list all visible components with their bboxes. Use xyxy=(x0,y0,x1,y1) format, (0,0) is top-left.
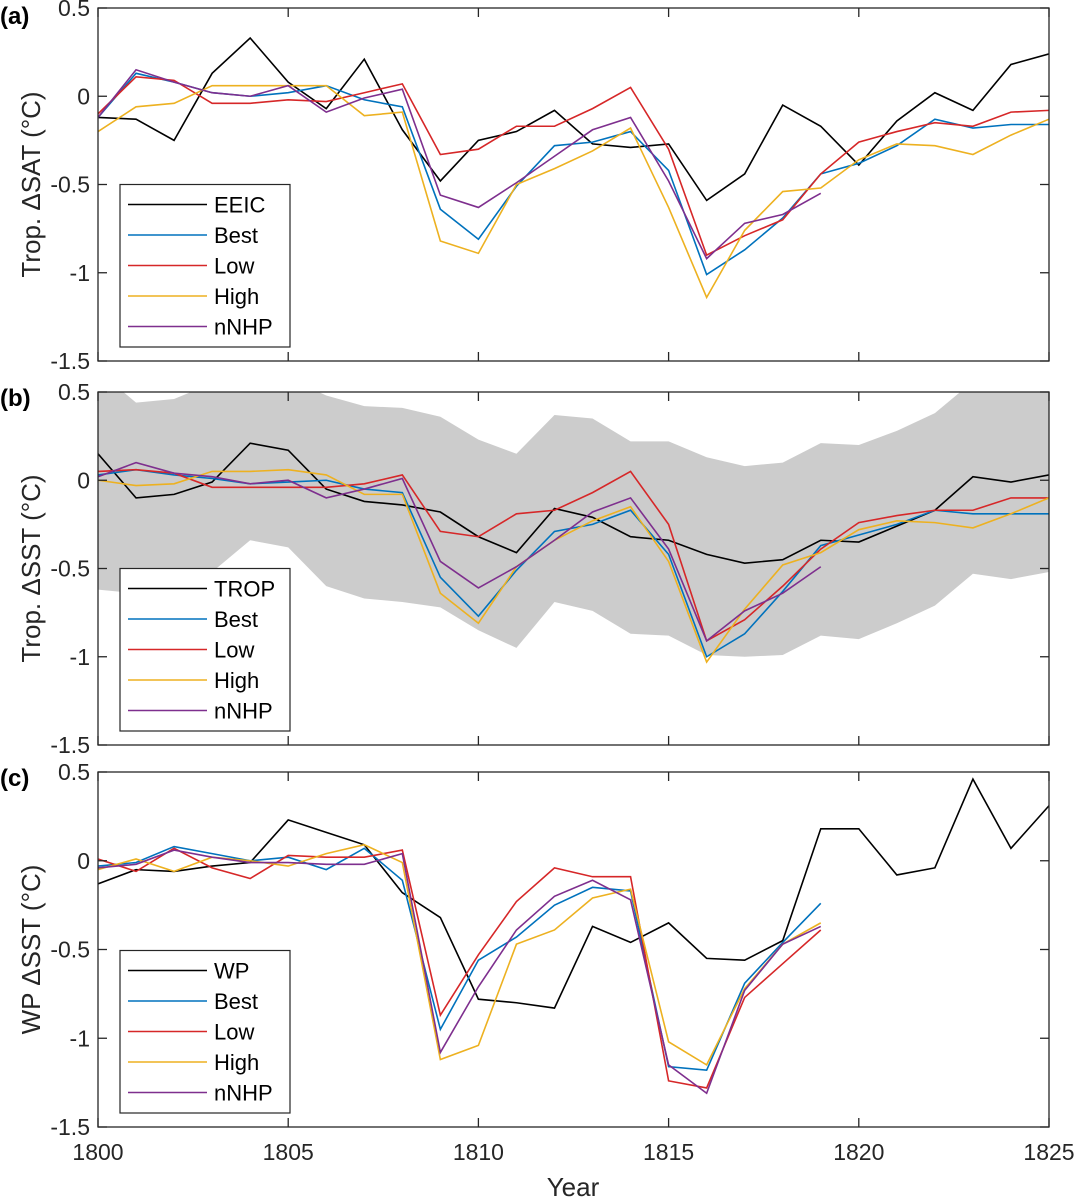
y-tick-label: -0.5 xyxy=(50,556,90,582)
series-line-high xyxy=(98,84,1049,300)
legend-label: WP xyxy=(214,959,249,984)
panel-label: (a) xyxy=(0,3,29,30)
x-tick-label: 1825 xyxy=(1023,1139,1074,1165)
y-tick-label: 0.5 xyxy=(58,379,90,405)
legend-label: Low xyxy=(214,638,254,663)
panel-label: (b) xyxy=(0,385,31,412)
legend-label: nNHP xyxy=(214,315,273,340)
y-tick-label: -1.5 xyxy=(50,1114,90,1140)
series-line-nnhp xyxy=(98,68,822,260)
legend-label: Best xyxy=(214,989,258,1014)
legend-item-best: Best xyxy=(128,607,258,632)
x-axis-label: Year xyxy=(547,1172,600,1198)
panel-b: -1.5 -1 -0.5 0 0.5 (b) Trop. ΔSST (°C) TROP B… xyxy=(0,379,1050,758)
legend-label: nNHP xyxy=(214,1081,273,1106)
x-tick-label: 1820 xyxy=(833,1139,884,1165)
series-line-eeic xyxy=(98,36,1049,202)
y-tick-label: 0 xyxy=(77,467,90,493)
legend-item-eeic: EEIC xyxy=(128,193,265,218)
series-line-best xyxy=(98,845,822,1072)
legend: TROP Best Low High nNHP xyxy=(119,567,291,732)
legend-label: High xyxy=(214,1050,259,1075)
series-line-nnhp xyxy=(98,849,822,1095)
legend-item-trop: TROP xyxy=(128,577,275,602)
legend: EEIC Best Low High nNHP xyxy=(119,183,291,348)
y-axis-label: Trop. ΔSST (°C) xyxy=(16,474,46,662)
legend-item-low: Low xyxy=(128,1020,254,1045)
series-line-wp xyxy=(98,777,1049,1009)
y-tick-label: 0.5 xyxy=(58,0,90,21)
legend-label: High xyxy=(214,284,259,309)
panel-label: (c) xyxy=(0,765,29,792)
y-tick-label: 0.5 xyxy=(58,759,90,785)
legend-item-high: High xyxy=(128,1050,259,1075)
y-tick-label: 0 xyxy=(77,848,90,874)
legend-item-best: Best xyxy=(128,989,258,1014)
panel-c: 1800 1805 1810 1815 1820 1825 -1.5 -1 -0.5 0 0.5 (… xyxy=(0,759,1075,1198)
legend-label: Low xyxy=(214,1020,254,1045)
x-tick-label: 1810 xyxy=(453,1139,504,1165)
y-tick-label: 0 xyxy=(77,83,90,109)
y-tick-label: -1.5 xyxy=(50,348,90,374)
y-tick-label: -0.5 xyxy=(50,937,90,963)
legend-item-nnhp: nNHP xyxy=(128,315,273,340)
legend: WP Best Low High nNHP xyxy=(119,949,291,1114)
series-line-low xyxy=(98,76,1049,257)
series-line-low xyxy=(98,847,822,1089)
legend-label: Low xyxy=(214,254,254,279)
legend-label: Best xyxy=(214,223,258,248)
legend-item-wp: WP xyxy=(128,959,249,984)
legend-item-best: Best xyxy=(128,223,258,248)
series-line-low xyxy=(98,468,1049,643)
uncertainty-band xyxy=(98,392,1049,657)
legend-item-low: Low xyxy=(128,254,254,279)
panel-a: -1.5 -1 -0.5 0 0.5 (a) Trop. ΔSAT (°C) EEIC B… xyxy=(0,0,1050,374)
legend-item-high: High xyxy=(128,284,259,309)
y-tick-label: -1 xyxy=(70,1025,90,1051)
legend-label: Best xyxy=(214,607,258,632)
series-line-trop xyxy=(98,442,1049,565)
legend-label: nNHP xyxy=(214,699,273,724)
legend-item-low: Low xyxy=(128,638,254,663)
y-axis-label: Trop. ΔSAT (°C) xyxy=(16,91,46,277)
y-tick-label: -0.5 xyxy=(50,172,90,198)
legend-label: EEIC xyxy=(214,193,265,218)
y-tick-label: -1 xyxy=(70,644,90,670)
x-tick-label: 1805 xyxy=(263,1139,314,1165)
y-tick-label: -1 xyxy=(70,260,90,286)
y-tick-label: -1.5 xyxy=(50,732,90,758)
legend-item-nnhp: nNHP xyxy=(128,1081,273,1106)
x-tick-label: 1800 xyxy=(72,1139,123,1165)
legend-item-nnhp: nNHP xyxy=(128,699,273,724)
x-tick-label: 1815 xyxy=(643,1139,694,1165)
legend-label: TROP xyxy=(214,577,275,602)
series-line-nnhp xyxy=(98,461,822,643)
legend-label: High xyxy=(214,668,259,693)
y-axis-label: WP ΔSST (°C) xyxy=(16,865,46,1035)
series-line-high xyxy=(98,468,1049,664)
legend-item-high: High xyxy=(128,668,259,693)
